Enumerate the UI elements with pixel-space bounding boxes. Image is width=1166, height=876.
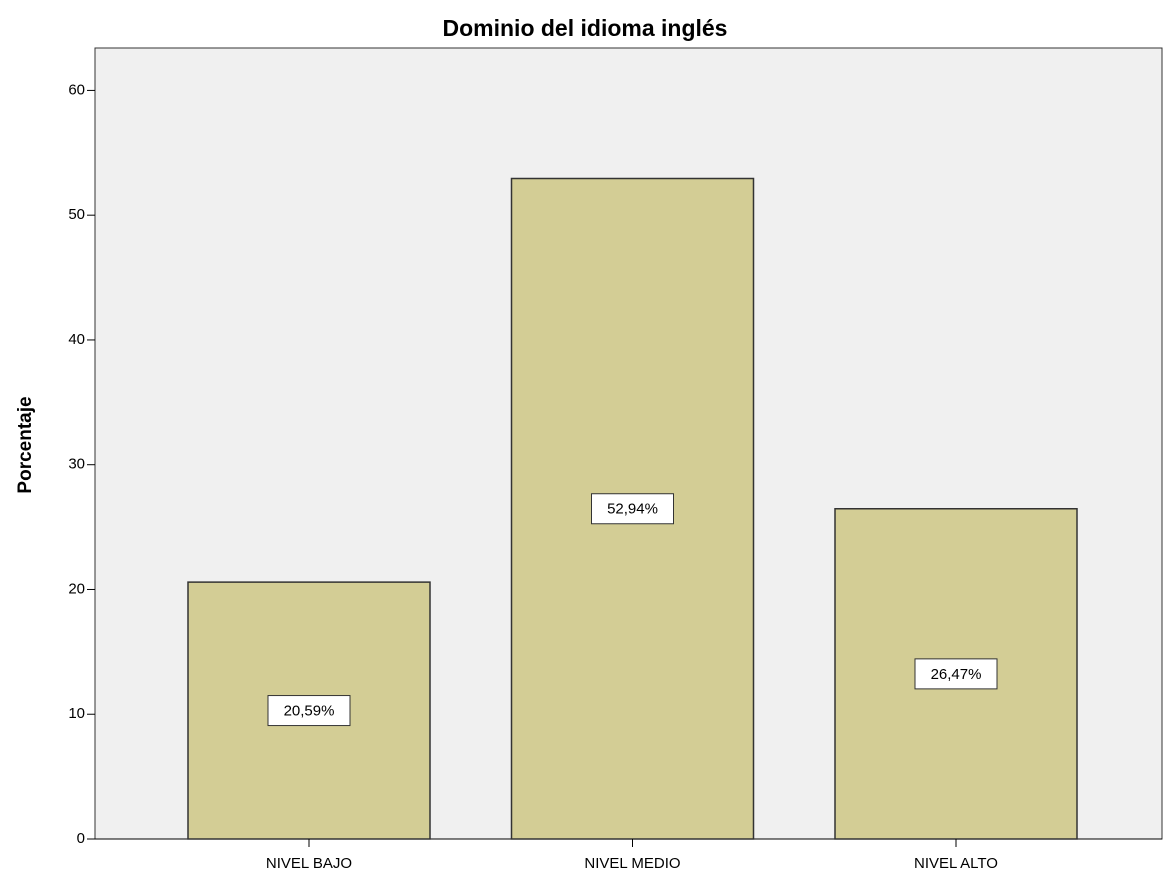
value-label: 20,59% <box>284 703 335 720</box>
y-tick-label: 20 <box>68 580 85 597</box>
chart-title: Dominio del idioma inglés <box>443 15 728 41</box>
x-tick-label: NIVEL ALTO <box>914 855 998 872</box>
x-tick-label: NIVEL MEDIO <box>584 855 680 872</box>
value-label: 52,94% <box>607 501 658 518</box>
y-tick-label: 30 <box>68 456 85 473</box>
y-tick-label: 10 <box>68 705 85 722</box>
y-tick-label: 40 <box>68 331 85 348</box>
value-label-box <box>914 658 998 690</box>
x-tick-label: NIVEL BAJO <box>266 855 352 872</box>
y-tick-label: 50 <box>68 206 85 223</box>
value-label-box <box>267 695 351 727</box>
value-label-box <box>591 493 674 525</box>
value-label: 26,47% <box>931 666 982 683</box>
y-axis-label: Porcentaje <box>15 396 36 493</box>
y-tick-label: 0 <box>77 830 85 847</box>
y-tick-label: 60 <box>68 81 85 98</box>
